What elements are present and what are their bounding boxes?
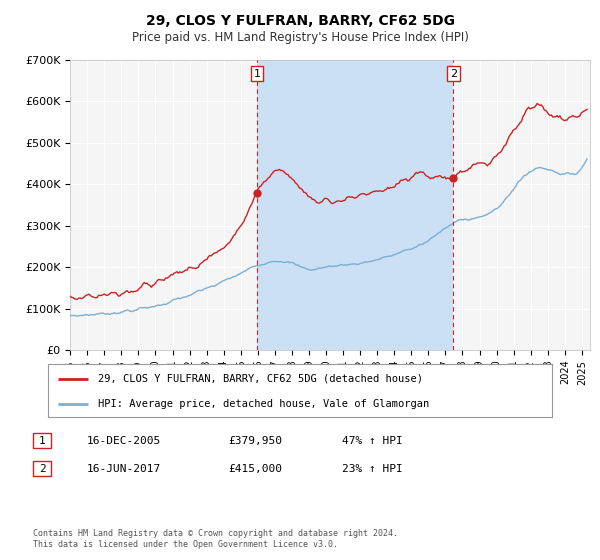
Text: 2: 2	[450, 69, 457, 78]
Text: £379,950: £379,950	[228, 436, 282, 446]
Text: HPI: Average price, detached house, Vale of Glamorgan: HPI: Average price, detached house, Vale…	[98, 399, 430, 409]
Text: Price paid vs. HM Land Registry's House Price Index (HPI): Price paid vs. HM Land Registry's House …	[131, 31, 469, 44]
Text: 1: 1	[254, 69, 260, 78]
Text: £415,000: £415,000	[228, 464, 282, 474]
Text: 23% ↑ HPI: 23% ↑ HPI	[342, 464, 403, 474]
Text: 47% ↑ HPI: 47% ↑ HPI	[342, 436, 403, 446]
Text: 16-DEC-2005: 16-DEC-2005	[87, 436, 161, 446]
Text: 16-JUN-2017: 16-JUN-2017	[87, 464, 161, 474]
Bar	[257, 60, 453, 350]
Text: 1: 1	[38, 436, 46, 446]
Text: Contains HM Land Registry data © Crown copyright and database right 2024.
This d: Contains HM Land Registry data © Crown c…	[33, 529, 398, 549]
Text: 2: 2	[38, 464, 46, 474]
Text: 29, CLOS Y FULFRAN, BARRY, CF62 5DG (detached house): 29, CLOS Y FULFRAN, BARRY, CF62 5DG (det…	[98, 374, 424, 384]
Text: 29, CLOS Y FULFRAN, BARRY, CF62 5DG: 29, CLOS Y FULFRAN, BARRY, CF62 5DG	[146, 14, 455, 28]
